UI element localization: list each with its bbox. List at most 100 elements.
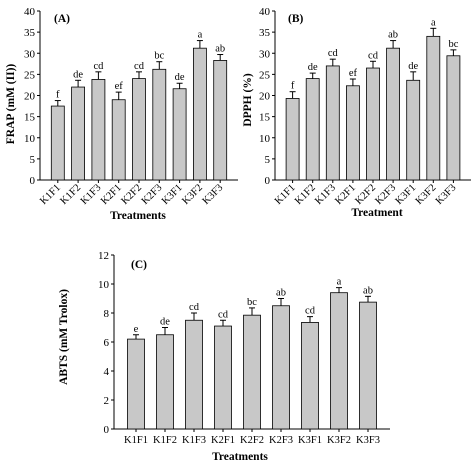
bar [172,88,187,181]
x-tick-label: K3F1 [298,435,322,446]
bar [152,68,167,181]
significance-letter: de [308,62,318,73]
y-tick-label: 0 [265,175,271,187]
bar [359,301,377,430]
bar [406,79,421,181]
x-tick-label: K3F3 [356,435,380,446]
y-tick-label: 8 [104,308,110,320]
y-tick-label: 35 [24,27,36,39]
significance-letter: cd [134,61,145,72]
bar [330,292,348,430]
bar [192,47,207,181]
panel-label: (B) [288,13,304,25]
bar [285,98,300,181]
significance-letter: f [291,81,295,92]
dpph-chart: (B) DPPH (%) Treatment 0 5 10 15 20 25 30 35 40 f… [242,6,471,219]
x-tick-label: K2F3 [374,182,399,207]
x-tick-label: K2F1 [333,182,358,207]
significance-letter: cd [328,48,339,59]
significance-letter: f [56,90,60,101]
x-tick-label: K3F1 [160,182,185,207]
significance-letter: de [160,317,170,328]
y-tick-label: 20 [24,91,36,103]
y-tick-label: 10 [24,133,36,145]
x-axis-label: Treatments [212,451,268,463]
y-tick-label: 30 [24,48,36,60]
bar [71,86,85,181]
x-tick-label: K3F3 [434,182,459,207]
y-axis-label: ABTS (mM Trolox) [58,289,70,385]
bar [301,322,319,430]
y-tick-label: 4 [104,366,110,378]
y-tick-label: 25 [24,69,36,81]
significance-letter: cd [368,50,379,61]
x-tick-label: K2F1 [99,182,124,207]
x-tick-label: K2F3 [269,435,293,446]
y-tick-label: 40 [24,6,36,18]
y-tick-label: 40 [259,6,271,18]
significance-letter: ab [363,285,373,296]
y-tick-label: 15 [24,112,36,124]
x-tick-label: K1F3 [182,435,206,446]
y-tick-label: 5 [30,154,36,166]
y-tick-label: 0 [104,424,110,436]
significance-letter: a [431,17,436,28]
bar [243,314,261,430]
bar [185,319,203,430]
significance-letter: de [175,72,185,83]
panel-label: (C) [131,259,147,271]
bar [386,47,401,181]
y-tick-label: 10 [259,133,271,145]
significance-letter: de [408,61,418,72]
y-tick-label: 15 [259,112,271,124]
significance-letter: de [73,69,83,80]
bar [214,325,232,430]
x-tick-label: K2F2 [353,182,378,207]
x-tick-label: K2F2 [240,435,264,446]
x-tick-label: K2F3 [140,182,165,207]
significance-letter: e [134,324,139,335]
bar [345,85,360,181]
y-tick-label: 10 [98,279,110,291]
significance-letter: cd [305,306,316,317]
bar [91,79,106,181]
significance-letter: a [198,30,203,41]
bar [272,305,290,430]
significance-letter: ab [388,30,398,41]
significance-letter: ef [115,81,124,92]
x-tick-label: K1F3 [313,182,338,207]
x-tick-label: K3F1 [394,182,419,207]
x-tick-label: K3F2 [180,182,205,207]
bar [366,67,380,181]
y-axis-label: FRAP (mM (II)) [5,64,17,145]
bar [156,334,174,430]
y-tick-label: 25 [259,69,271,81]
x-tick-label: K3F2 [414,182,439,207]
y-tick-label: 20 [259,91,271,103]
x-tick-label: K1F2 [153,435,177,446]
x-tick-label: K1F2 [59,182,84,207]
panel-label: (A) [54,13,70,25]
y-tick-label: 30 [259,48,271,60]
significance-letter: ef [349,68,358,79]
abts-chart: (C) ABTS (mM Trolox) Treatments 0 2 4 6 8 10 1… [58,250,390,463]
y-tick-label: 12 [98,250,109,262]
y-axis-label: DPPH (%) [242,73,254,127]
bar [132,78,146,181]
y-tick-label: 6 [104,337,110,349]
frap-chart: (A) FRAP (mM (II)) Treatments 0 5 10 15 20 25… [5,6,238,222]
bar [127,338,145,430]
bar [111,99,126,181]
significance-letter: ab [215,44,225,55]
x-axis-label: Treatment [351,207,402,219]
y-tick-label: 0 [30,175,36,187]
x-tick-label: K2F1 [211,435,235,446]
y-tick-label: 5 [265,154,271,166]
x-tick-label: K3F2 [327,435,351,446]
significance-letter: ab [276,288,286,299]
x-tick-label: K1F1 [124,435,148,446]
x-tick-label: K1F3 [79,182,104,207]
x-axis-label: Treatments [110,210,166,222]
significance-letter: cd [93,61,104,72]
x-tick-label: K3F3 [201,182,226,207]
